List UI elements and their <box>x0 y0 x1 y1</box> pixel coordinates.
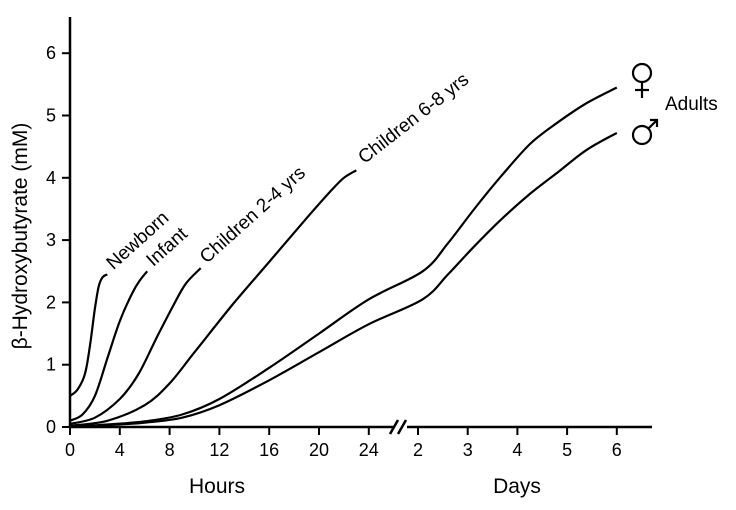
curve-infant <box>69 270 149 422</box>
x-tick-label-days: 4 <box>512 440 522 460</box>
y-tick-label: 2 <box>46 292 56 312</box>
x-axis-title-hours: Hours <box>189 475 245 498</box>
x-tick-label-hours: 4 <box>115 440 125 460</box>
curve-newborn <box>69 273 108 397</box>
adults-label: Adults <box>665 94 718 115</box>
curve-adults-male <box>69 131 618 429</box>
x-tick-label-hours: 12 <box>209 440 229 460</box>
axis-break-icon <box>388 419 408 435</box>
curve-children-6-8 <box>69 169 357 427</box>
y-tick-label: 3 <box>46 230 56 250</box>
y-tick-label: 0 <box>46 417 56 437</box>
x-tick-label-days: 2 <box>413 440 423 460</box>
x-tick-label-hours: 8 <box>165 440 175 460</box>
y-tick-label: 4 <box>46 168 56 188</box>
x-tick-label-days: 5 <box>562 440 572 460</box>
x-tick-label-hours: 20 <box>309 440 329 460</box>
x-tick-label-hours: 24 <box>359 440 379 460</box>
y-tick-label: 6 <box>46 43 56 63</box>
x-tick-label-days: 3 <box>463 440 473 460</box>
male-symbol-icon <box>631 118 659 146</box>
axes <box>68 17 652 435</box>
curve-children-2-4 <box>69 267 202 425</box>
series-label: Children 6-8 yrs <box>354 69 473 168</box>
curve-adults-female <box>69 86 618 429</box>
curves <box>69 86 618 429</box>
y-axis-title: β-Hydroxybutyrate (mM) <box>9 123 32 350</box>
y-tick-label: 5 <box>46 106 56 126</box>
x-axis-title-days: Days <box>493 475 541 498</box>
x-tick-label-hours: 16 <box>259 440 279 460</box>
female-symbol-icon <box>631 62 653 98</box>
y-tick-label: 1 <box>46 355 56 375</box>
x-tick-label-days: 6 <box>612 440 622 460</box>
x-tick-label-hours: 0 <box>65 440 75 460</box>
series-label: Children 2-4 yrs <box>196 163 310 268</box>
